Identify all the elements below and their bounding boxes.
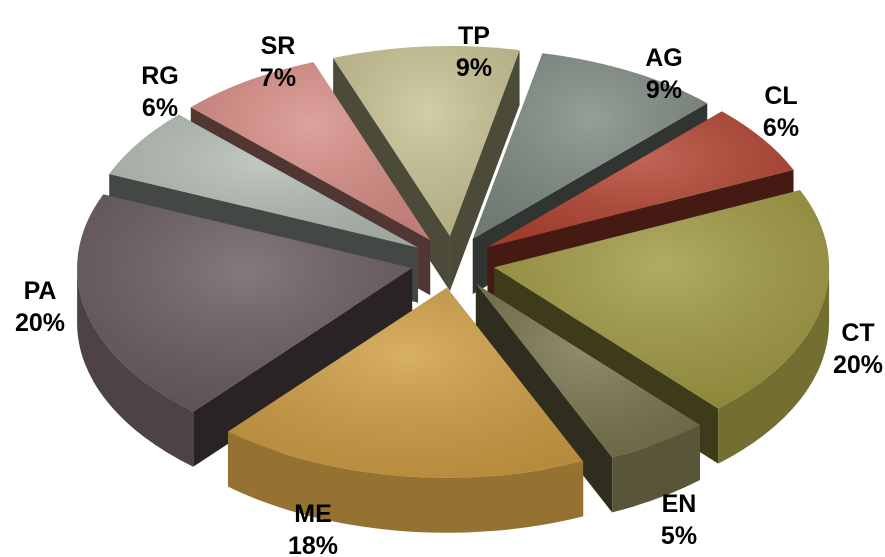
slice-tp-wall-end (449, 50, 520, 292)
slice-pa-wall-start (193, 267, 413, 467)
label-me-category: ME (294, 500, 332, 528)
slice-ag-sheen (472, 53, 708, 240)
slice-tp-sheen (333, 46, 520, 237)
label-cl-category: CL (764, 82, 797, 110)
slice-cl-sheen (487, 111, 794, 248)
slice-ct-sheen (494, 190, 830, 409)
slice-rg-sheen (109, 114, 419, 248)
label-ag-percent: 9% (646, 76, 682, 104)
label-rg-category: RG (141, 62, 179, 90)
slice-en (475, 283, 701, 513)
label-ct-percent: 20% (833, 351, 883, 379)
slice-en-sheen (475, 283, 701, 458)
slice-me-rim (227, 431, 584, 533)
slice-me-sheen (227, 287, 584, 478)
slice-pa-sheen (77, 194, 413, 412)
label-me-percent: 18% (288, 532, 338, 557)
slice-en-rim (612, 425, 701, 513)
label-pa-percent: 20% (15, 309, 65, 337)
slice-labels: CT 20% EN 5% ME 18% PA 20% RG 6% SR 7% TP 9% AG 9% CL 6% (15, 22, 883, 557)
slice-ct (494, 190, 830, 464)
pie-slices (77, 46, 830, 533)
label-tp-percent: 9% (456, 54, 492, 82)
label-tp-category: TP (458, 22, 490, 50)
label-ag-category: AG (645, 44, 683, 72)
slice-me (227, 287, 584, 533)
slice-pa-rim (77, 267, 194, 467)
label-en-category: EN (662, 490, 697, 518)
slice-sr-sheen (190, 62, 431, 241)
label-ct-category: CT (841, 319, 874, 347)
label-sr-percent: 7% (260, 64, 296, 92)
label-en-percent: 5% (661, 522, 697, 550)
label-cl-percent: 6% (763, 114, 799, 142)
label-sr-category: SR (261, 32, 296, 60)
label-pa-category: PA (24, 277, 57, 305)
slice-ct-rim (718, 267, 830, 464)
slice-pa (77, 194, 413, 467)
label-rg-percent: 6% (142, 94, 178, 122)
